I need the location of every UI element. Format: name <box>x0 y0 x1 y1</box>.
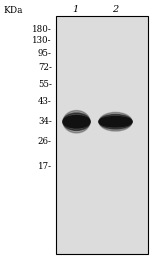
Text: 72-: 72- <box>38 63 52 72</box>
Ellipse shape <box>63 113 90 131</box>
Text: 2: 2 <box>112 5 119 13</box>
Text: 95-: 95- <box>38 49 52 57</box>
Text: 17-: 17- <box>38 162 52 171</box>
Text: 180-: 180- <box>32 25 52 34</box>
Bar <box>56 16 148 254</box>
Text: 1: 1 <box>72 5 78 13</box>
Ellipse shape <box>99 114 132 129</box>
Ellipse shape <box>63 116 90 128</box>
Text: KDa: KDa <box>3 6 22 15</box>
Text: 130-: 130- <box>32 36 52 45</box>
Text: 43-: 43- <box>38 97 52 106</box>
Ellipse shape <box>99 112 132 131</box>
Ellipse shape <box>99 117 132 127</box>
Text: 26-: 26- <box>38 137 52 146</box>
Ellipse shape <box>63 111 90 133</box>
Text: 55-: 55- <box>38 81 52 89</box>
Text: 34-: 34- <box>38 117 52 126</box>
